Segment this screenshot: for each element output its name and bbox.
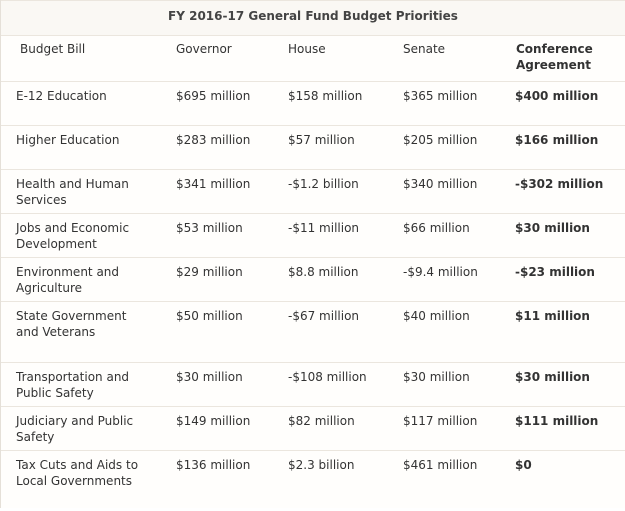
cell-house: -$1.2 billion xyxy=(273,169,394,214)
cell-house: $158 million xyxy=(273,81,394,126)
table-row: Judiciary and Public Safety $149 million… xyxy=(1,406,625,451)
cell-house: $57 million xyxy=(273,125,394,170)
cell-budget-bill: State Government and Veterans xyxy=(1,301,160,363)
header-senate: Senate xyxy=(394,36,501,82)
cell-governor: $283 million xyxy=(160,125,273,170)
cell-conference-agreement: $30 million xyxy=(501,213,625,258)
cell-conference-agreement: -$302 million xyxy=(501,169,625,214)
header-row: Budget Bill Governor House Senate Confer… xyxy=(1,36,625,82)
cell-budget-bill: Higher Education xyxy=(1,125,160,170)
cell-conference-agreement: $166 million xyxy=(501,125,625,170)
cell-senate: $205 million xyxy=(394,125,501,170)
table-row: Tax Cuts and Aids to Local Governments $… xyxy=(1,450,625,511)
header-conference-agreement: Conference Agreement xyxy=(501,36,625,82)
cell-budget-bill: Environment and Agriculture xyxy=(1,257,160,302)
cell-conference-agreement: $111 million xyxy=(501,406,625,451)
cell-governor: $30 million xyxy=(160,362,273,407)
cell-senate: $340 million xyxy=(394,169,501,214)
cell-senate: $66 million xyxy=(394,213,501,258)
table-row: E-12 Education $695 million $158 million… xyxy=(1,81,625,126)
cell-conference-agreement: $30 million xyxy=(501,362,625,407)
cell-governor: $695 million xyxy=(160,81,273,126)
cell-senate: $30 million xyxy=(394,362,501,407)
cell-budget-bill: Judiciary and Public Safety xyxy=(1,406,160,451)
cell-house: $2.3 billion xyxy=(288,457,355,472)
cell-governor: $29 million xyxy=(160,257,273,302)
table-row: Health and Human Services $341 million -… xyxy=(1,169,625,214)
cell-budget-bill: E-12 Education xyxy=(1,81,160,126)
cell-senate: $117 million xyxy=(394,406,501,451)
table-row: Jobs and Economic Development $53 millio… xyxy=(1,213,625,258)
table-title: FY 2016-17 General Fund Budget Prioritie… xyxy=(1,0,625,36)
cell-governor: $341 million xyxy=(160,169,273,214)
cell-budget-bill: Tax Cuts and Aids to Local Governments xyxy=(16,457,139,488)
table-row: Transportation and Public Safety $30 mil… xyxy=(1,362,625,407)
cell-house: -$67 million xyxy=(273,301,394,363)
cell-house: $8.8 million xyxy=(273,257,394,302)
header-budget-bill: Budget Bill xyxy=(1,36,160,82)
cell-budget-bill: Transportation and Public Safety xyxy=(1,362,160,407)
cell-budget-bill: Jobs and Economic Development xyxy=(1,213,160,258)
cell-house: -$11 million xyxy=(273,213,394,258)
table-row: Higher Education $283 million $57 millio… xyxy=(1,125,625,170)
table-row: Environment and Agriculture $29 million … xyxy=(1,257,625,302)
cell-senate: -$9.4 million xyxy=(394,257,501,302)
cell-budget-bill: Health and Human Services xyxy=(1,169,160,214)
header-house: House xyxy=(273,36,394,82)
cell-house: -$108 million xyxy=(273,362,394,407)
cell-conference-agreement: $400 million xyxy=(501,81,625,126)
cell-governor: $149 million xyxy=(160,406,273,451)
cell-senate: $461 million xyxy=(403,457,478,472)
cell-house: $82 million xyxy=(273,406,394,451)
cell-conference-agreement: $0 xyxy=(515,457,532,472)
cell-conference-agreement: -$23 million xyxy=(501,257,625,302)
cell-conference-agreement: $11 million xyxy=(501,301,625,363)
cell-senate: $365 million xyxy=(394,81,501,126)
cell-senate: $40 million xyxy=(394,301,501,363)
header-governor: Governor xyxy=(160,36,273,82)
cell-governor: $136 million xyxy=(176,457,251,472)
cell-governor: $50 million xyxy=(160,301,273,363)
table-row: State Government and Veterans $50 millio… xyxy=(1,301,625,363)
cell-governor: $53 million xyxy=(160,213,273,258)
